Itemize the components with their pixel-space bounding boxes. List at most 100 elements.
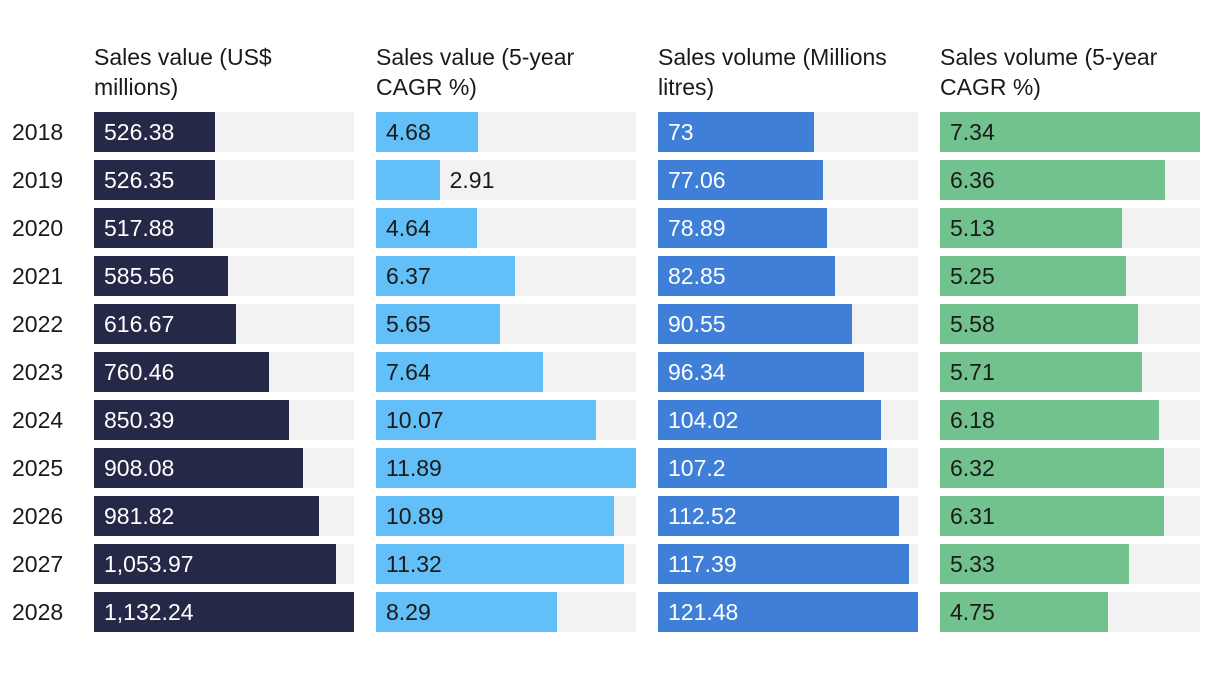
data-label-2-2025: 11.89 [386, 455, 442, 481]
bar-track: 10.89 [376, 496, 636, 536]
bar-track: 10.07 [376, 400, 636, 440]
bar-track: 4.68 [376, 112, 636, 152]
bar-track: 112.52 [658, 496, 918, 536]
bar-track: 82.85 [658, 256, 918, 296]
year-label-2019: 2019 [12, 167, 64, 193]
bar-4-2022 [940, 304, 1138, 344]
bar-1-2020 [94, 208, 213, 248]
year-label-2025: 2025 [12, 455, 64, 481]
data-label-2-2026: 10.89 [386, 503, 444, 529]
data-label-4-2019: 6.36 [950, 167, 995, 193]
year-label-2028: 2028 [12, 599, 64, 625]
bar-2-2022 [376, 304, 500, 344]
bar-1-2022 [94, 304, 236, 344]
data-label-4-2028: 4.75 [950, 599, 995, 625]
bar-track: 5.13 [940, 208, 1200, 248]
data-label-3-2027: 117.39 [668, 551, 737, 577]
column-header-2: Sales value (5-year CAGR %) [376, 44, 575, 100]
bar-track: 4.75 [940, 592, 1200, 632]
data-label-2-2020: 4.64 [386, 215, 431, 241]
column-header-4: Sales volume (5-year CAGR %) [940, 44, 1158, 100]
data-label-1-2027: 1,053.97 [104, 551, 194, 577]
data-label-3-2028: 121.48 [668, 599, 739, 625]
data-label-1-2019: 526.35 [104, 167, 175, 193]
bar-1-2024 [94, 400, 290, 440]
bar-4-2021 [940, 256, 1126, 296]
data-label-2-2024: 10.07 [386, 407, 444, 433]
data-label-3-2022: 90.55 [668, 311, 726, 337]
bar-track: 78.89 [658, 208, 918, 248]
data-label-1-2028: 1,132.24 [104, 599, 194, 625]
bar-2-2027 [376, 544, 624, 584]
bar-track: 11.32 [376, 544, 636, 584]
bar-track: 616.67 [94, 304, 354, 344]
bar-3-2024 [658, 400, 881, 440]
bar-track: 517.88 [94, 208, 354, 248]
year-label-2020: 2020 [12, 215, 64, 241]
bar-track: 8.29 [376, 592, 636, 632]
bar-3-2019 [658, 160, 823, 200]
data-label-1-2025: 908.08 [104, 455, 175, 481]
data-label-4-2021: 5.25 [950, 263, 995, 289]
bar-1-2025 [94, 448, 303, 488]
bar-1-2018 [94, 112, 215, 152]
bar-track: 107.2 [658, 448, 918, 488]
bar-track: 6.31 [940, 496, 1200, 536]
bar-2-2024 [376, 400, 597, 440]
bar-track: 5.71 [940, 352, 1200, 392]
bar-3-2028 [658, 592, 918, 632]
data-label-3-2026: 112.52 [668, 503, 737, 529]
bar-track: 6.36 [940, 160, 1200, 200]
bar-track: 981.82 [94, 496, 354, 536]
bar-track: 850.39 [94, 400, 354, 440]
bar-track: 7.34 [940, 112, 1200, 152]
bar-track: 526.38 [94, 112, 354, 152]
bar-4-2018 [940, 112, 1200, 152]
year-label-2027: 2027 [12, 551, 64, 577]
data-label-1-2023: 760.46 [104, 359, 175, 385]
data-label-1-2026: 981.82 [104, 503, 175, 529]
bar-track: 117.39 [658, 544, 918, 584]
data-label-3-2020: 78.89 [668, 215, 726, 241]
data-label-1-2020: 517.88 [104, 215, 175, 241]
bar-track: 90.55 [658, 304, 918, 344]
bar-track: 11.89 [376, 448, 636, 488]
bar-2-2023 [376, 352, 544, 392]
data-label-1-2021: 585.56 [104, 263, 175, 289]
column-header-3: Sales volume (Millions litres) [658, 44, 887, 100]
bar-3-2023 [658, 352, 865, 392]
bar-4-2028 [940, 592, 1109, 632]
bar-4-2025 [940, 448, 1164, 488]
bar-1-2028 [94, 592, 354, 632]
bar-track: 6.37 [376, 256, 636, 296]
data-label-3-2025: 107.2 [668, 455, 726, 481]
bar-4-2023 [940, 352, 1143, 392]
bar-track: 5.25 [940, 256, 1200, 296]
data-label-4-2024: 6.18 [950, 407, 995, 433]
bar-4-2020 [940, 208, 1122, 248]
bar-2-2026 [376, 496, 615, 536]
bar-track: 585.56 [94, 256, 354, 296]
bar-1-2019 [94, 160, 215, 200]
year-label-2022: 2022 [12, 311, 64, 337]
data-label-3-2023: 96.34 [668, 359, 726, 385]
data-label-4-2027: 5.33 [950, 551, 995, 577]
bar-2-2020 [376, 208, 478, 248]
year-label-2021: 2021 [12, 263, 64, 289]
bar-track: 96.34 [658, 352, 918, 392]
data-label-3-2021: 82.85 [668, 263, 726, 289]
bar-4-2024 [940, 400, 1159, 440]
bar-track: 1,132.24 [94, 592, 354, 632]
data-label-4-2022: 5.58 [950, 311, 995, 337]
column-header-1: Sales value (US$ millions) [94, 44, 272, 100]
data-label-4-2020: 5.13 [950, 215, 995, 241]
bar-track: 1,053.97 [94, 544, 354, 584]
data-label-3-2018: 73 [668, 119, 694, 145]
data-label-2-2022: 5.65 [386, 311, 431, 337]
bar-4-2027 [940, 544, 1129, 584]
bar-track: 760.46 [94, 352, 354, 392]
data-label-2-2028: 8.29 [386, 599, 431, 625]
bar-3-2026 [658, 496, 899, 536]
data-label-3-2024: 104.02 [668, 407, 739, 433]
bar-track: 908.08 [94, 448, 354, 488]
